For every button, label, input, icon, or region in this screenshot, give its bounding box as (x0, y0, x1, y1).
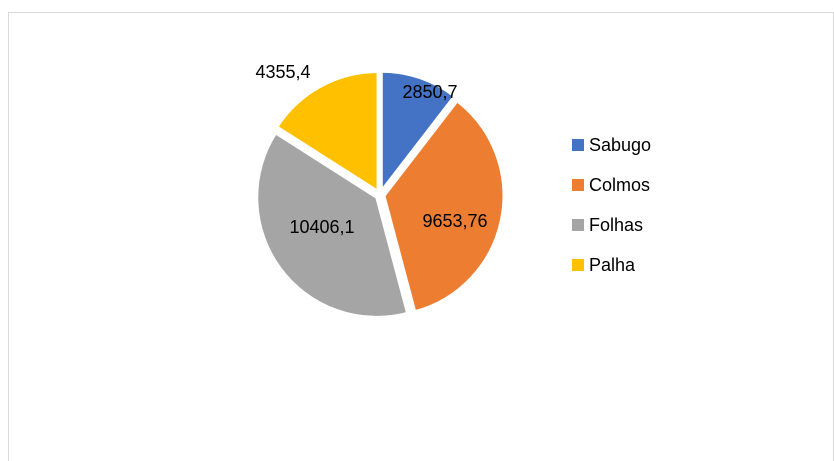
legend-swatch (572, 179, 584, 191)
legend-swatch (572, 139, 584, 151)
data-label: 9653,76 (422, 211, 487, 231)
pie-slice (274, 69, 380, 195)
data-label: 2850,7 (402, 82, 457, 102)
data-label: 4355,4 (255, 62, 310, 82)
legend-label: Palha (589, 255, 636, 275)
legend-swatch (572, 259, 584, 271)
legend-label: Colmos (589, 175, 650, 195)
legend-label: Sabugo (589, 135, 651, 155)
legend-swatch (572, 219, 584, 231)
legend-label: Folhas (589, 215, 643, 235)
data-label: 10406,1 (289, 217, 354, 237)
pie-slice (255, 130, 410, 319)
pie-slice (382, 98, 506, 314)
pie-slice (379, 69, 457, 196)
